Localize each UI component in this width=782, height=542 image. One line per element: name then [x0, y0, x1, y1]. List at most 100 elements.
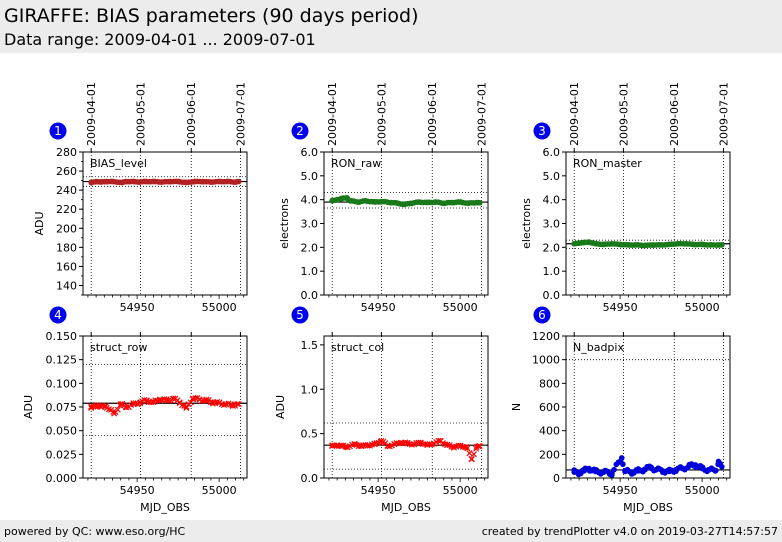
y-tick-label: 0.125: [46, 354, 78, 367]
data-point: [715, 458, 722, 465]
data-point: [576, 240, 582, 246]
panel-number-badge: [49, 122, 67, 140]
data-point: [679, 465, 686, 472]
y-tick-label: 1.5: [301, 339, 319, 352]
y-axis-label: ADU: [274, 395, 287, 419]
x-tick-label: 55000: [685, 301, 720, 314]
x-tick-label: 55000: [202, 301, 237, 314]
data-point: [355, 199, 362, 205]
data-point: [576, 469, 582, 476]
plot-frame: [565, 335, 731, 479]
data-point: [424, 442, 431, 449]
y-tick-label: 160: [56, 260, 77, 273]
data-point: [586, 465, 592, 472]
data-point: [659, 468, 666, 474]
date-tick-label: 2009-04-01: [326, 82, 339, 146]
date-tick-label: 2009-05-01: [134, 82, 147, 146]
panel-number: 4: [54, 308, 62, 322]
data-point: [110, 408, 117, 415]
data-point: [416, 199, 422, 205]
x-tick-label: 55000: [685, 484, 720, 497]
y-axis-label: electrons: [520, 198, 533, 249]
data-point: [468, 456, 475, 463]
y-tick-label: 800: [539, 377, 560, 390]
data-point: [365, 442, 372, 449]
data-point: [617, 241, 623, 248]
data-point: [122, 178, 129, 185]
data-point: [189, 395, 196, 402]
data-point: [707, 242, 714, 248]
data-point: [216, 400, 223, 407]
data-point: [435, 437, 442, 444]
data-point: [455, 442, 462, 449]
date-tick-label: 2009-05-01: [617, 82, 630, 146]
data-point: [430, 440, 437, 447]
data-point: [163, 397, 170, 404]
chart-panel: 0 200 400 600 800 1000 1200 54950 55000 N_badpix N…: [510, 306, 731, 514]
data-point: [592, 468, 599, 475]
y-tick-label: 0.0: [543, 289, 561, 302]
data-point: [384, 443, 391, 450]
data-point: [378, 198, 385, 205]
data-point: [157, 396, 164, 403]
data-point: [719, 463, 725, 470]
data-point: [633, 242, 640, 248]
data-point: [635, 468, 641, 474]
data-point: [98, 179, 104, 185]
data-point: [229, 402, 236, 409]
y-tick-label: 0: [553, 472, 560, 485]
data-point: [142, 178, 149, 185]
data-point: [109, 178, 116, 185]
y-tick-label: 600: [539, 401, 560, 414]
data-point: [196, 396, 203, 403]
data-point: [641, 466, 648, 472]
data-point: [628, 469, 635, 475]
data-point: [183, 179, 190, 186]
data-point: [424, 199, 431, 206]
data-point: [592, 240, 599, 247]
data-point: [175, 178, 181, 185]
y-tick-label: 5.0: [301, 170, 319, 183]
data-point: [183, 404, 190, 411]
data-point: [586, 239, 592, 245]
data-point: [334, 196, 340, 203]
data-point: [450, 443, 457, 450]
data-point: [202, 397, 210, 404]
plot-frame: [82, 151, 248, 296]
x-tick-label: 54950: [120, 484, 155, 497]
y-tick-label: 2.0: [543, 241, 561, 254]
data-point: [650, 242, 656, 248]
y-tick-label: 200: [539, 448, 560, 461]
data-point: [191, 178, 198, 185]
data-point: [618, 455, 625, 461]
data-point: [443, 442, 451, 449]
data-point: [457, 443, 464, 450]
data-point: [117, 401, 124, 408]
date-tick-label: 2009-06-01: [668, 82, 681, 146]
y-tick-label: 1200: [532, 330, 560, 343]
data-point: [432, 199, 439, 205]
panel-number-badge: [291, 122, 309, 140]
data-point: [622, 468, 628, 475]
data-point: [93, 402, 100, 409]
y-axis-label: electrons: [278, 198, 291, 249]
footer-generator: created by trendPlotter v4.0 on 2019-03-…: [481, 525, 778, 538]
data-point: [150, 399, 157, 406]
series-label: RON_raw: [331, 157, 381, 170]
data-point: [334, 442, 341, 449]
data-point: [329, 198, 336, 204]
data-point: [401, 201, 408, 208]
y-tick-label: 240: [56, 184, 77, 197]
x-axis-label: MJD_OBS: [623, 501, 673, 514]
data-point: [371, 441, 378, 448]
y-tick-label: 0.075: [46, 401, 78, 414]
x-tick-label: 54950: [603, 301, 638, 314]
data-point: [699, 241, 705, 248]
data-point: [712, 468, 719, 474]
data-point: [170, 395, 177, 402]
y-axis-label: ADU: [33, 211, 46, 235]
x-tick-label: 54950: [120, 301, 155, 314]
data-point: [705, 466, 712, 473]
data-point: [571, 469, 577, 475]
